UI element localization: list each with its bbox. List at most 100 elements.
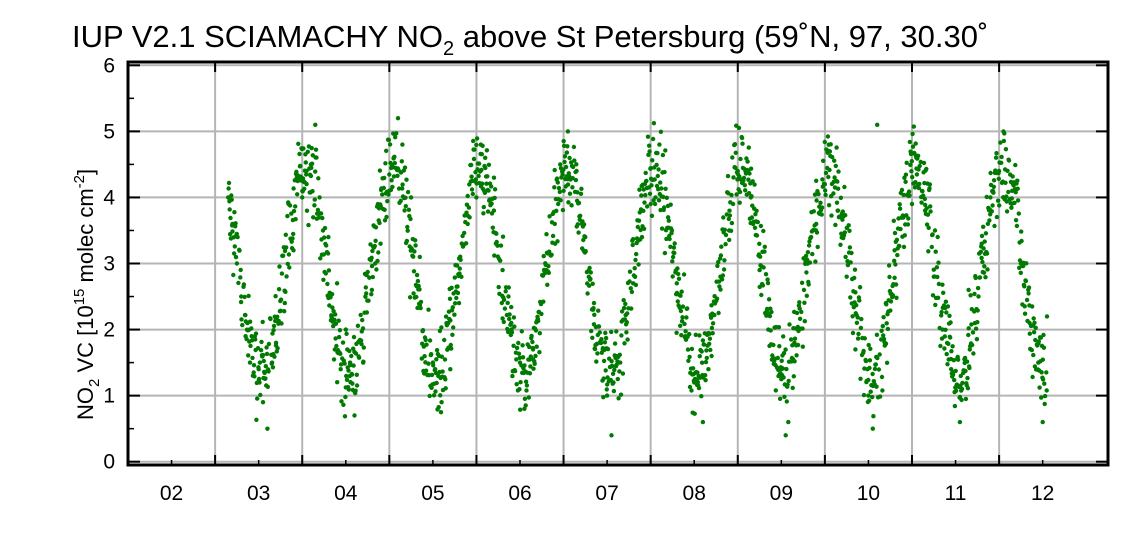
data-point [400, 186, 405, 191]
data-point [901, 215, 906, 220]
data-point [923, 202, 928, 208]
data-point [699, 360, 705, 365]
data-point [730, 155, 735, 160]
data-point [1026, 285, 1032, 290]
data-point [458, 257, 463, 262]
data-point [385, 199, 390, 204]
data-point [433, 367, 438, 372]
data-point [226, 180, 232, 186]
data-point [1019, 229, 1024, 234]
data-point [718, 287, 723, 292]
data-point [645, 204, 650, 209]
data-point [556, 185, 562, 191]
data-point [983, 231, 989, 236]
data-point [638, 227, 643, 233]
data-point [773, 388, 778, 393]
data-point [505, 300, 510, 306]
data-point [567, 155, 572, 161]
x-tick-label: 03 [247, 482, 270, 505]
data-point [356, 355, 362, 360]
data-point [405, 228, 410, 233]
data-point [666, 218, 671, 223]
data-point [854, 320, 860, 325]
data-point [536, 318, 541, 324]
data-point [775, 355, 780, 361]
data-point [304, 181, 309, 187]
data-point [759, 292, 764, 298]
data-point [387, 142, 393, 147]
data-point [360, 326, 366, 331]
data-point [576, 200, 582, 206]
data-point [448, 342, 453, 348]
data-point [541, 299, 546, 304]
data-point [723, 232, 729, 238]
data-point [866, 398, 872, 403]
data-point [801, 287, 807, 293]
data-point [291, 231, 296, 237]
data-point [466, 205, 472, 210]
data-point [382, 207, 387, 212]
data-point [867, 358, 873, 363]
data-point [427, 393, 432, 399]
data-point [510, 373, 515, 379]
data-point [848, 260, 853, 265]
data-point [537, 331, 542, 336]
data-point [1003, 180, 1008, 185]
data-point [960, 380, 965, 386]
data-point [570, 176, 575, 181]
data-point [639, 193, 644, 198]
data-point [452, 275, 457, 280]
data-point [1006, 158, 1012, 163]
data-point [736, 125, 742, 131]
data-point [1033, 337, 1038, 343]
data-point [745, 159, 750, 164]
x-tick-label: 04 [334, 482, 358, 505]
data-point [334, 281, 340, 286]
data-point [619, 333, 624, 338]
data-point [240, 322, 245, 328]
data-point [581, 237, 586, 243]
data-point [331, 357, 337, 362]
data-point [229, 193, 234, 198]
data-point [727, 213, 733, 218]
data-point [629, 306, 634, 311]
data-point [945, 362, 950, 367]
data-point [675, 299, 680, 304]
data-point [799, 280, 805, 285]
data-point [668, 244, 673, 249]
data-point [904, 213, 909, 218]
data-point [720, 273, 726, 278]
data-point [1024, 261, 1029, 266]
data-point [354, 383, 360, 388]
data-point [256, 376, 262, 382]
data-point [265, 384, 270, 389]
data-point [939, 313, 944, 318]
data-point [906, 189, 912, 194]
data-point [612, 367, 617, 373]
data-point [352, 413, 357, 418]
data-point [418, 305, 423, 311]
data-point [974, 337, 980, 342]
x-tick-label: 07 [595, 482, 618, 505]
data-point [561, 167, 566, 172]
data-point [670, 274, 675, 279]
data-point [830, 154, 835, 160]
x-tick-label: 06 [508, 482, 531, 505]
data-point [672, 241, 677, 246]
data-point [747, 171, 752, 176]
data-point [420, 328, 426, 333]
data-point [483, 165, 488, 171]
data-point [852, 275, 857, 281]
data-point [738, 156, 743, 162]
data-point [835, 186, 841, 191]
data-point [424, 342, 429, 347]
data-point [603, 330, 608, 336]
data-point [285, 213, 290, 219]
data-point [930, 232, 935, 237]
data-point [438, 410, 444, 415]
data-point [718, 253, 724, 258]
data-point [403, 204, 408, 209]
data-point [940, 282, 945, 287]
data-point [741, 175, 747, 181]
data-point [999, 160, 1004, 165]
